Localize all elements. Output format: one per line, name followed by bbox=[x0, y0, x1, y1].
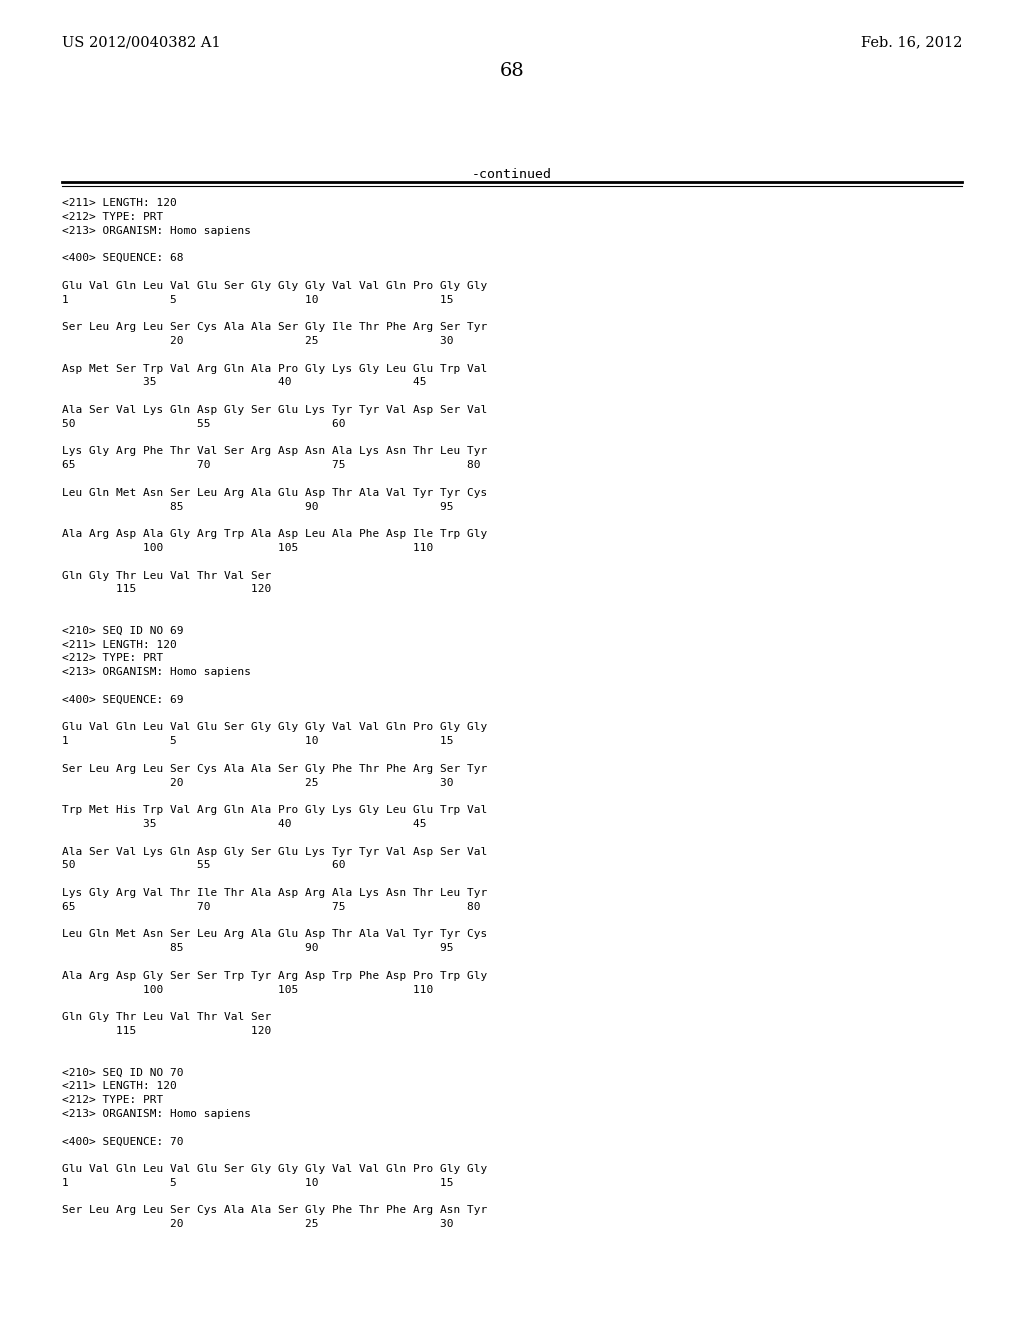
Text: Ser Leu Arg Leu Ser Cys Ala Ala Ser Gly Phe Thr Phe Arg Asn Tyr: Ser Leu Arg Leu Ser Cys Ala Ala Ser Gly … bbox=[62, 1205, 487, 1216]
Text: 1               5                   10                  15: 1 5 10 15 bbox=[62, 737, 454, 746]
Text: <210> SEQ ID NO 69: <210> SEQ ID NO 69 bbox=[62, 626, 183, 636]
Text: Glu Val Gln Leu Val Glu Ser Gly Gly Gly Val Val Gln Pro Gly Gly: Glu Val Gln Leu Val Glu Ser Gly Gly Gly … bbox=[62, 281, 487, 290]
Text: <211> LENGTH: 120: <211> LENGTH: 120 bbox=[62, 1081, 177, 1092]
Text: Lys Gly Arg Phe Thr Val Ser Arg Asp Asn Ala Lys Asn Thr Leu Tyr: Lys Gly Arg Phe Thr Val Ser Arg Asp Asn … bbox=[62, 446, 487, 457]
Text: Ser Leu Arg Leu Ser Cys Ala Ala Ser Gly Ile Thr Phe Arg Ser Tyr: Ser Leu Arg Leu Ser Cys Ala Ala Ser Gly … bbox=[62, 322, 487, 333]
Text: <211> LENGTH: 120: <211> LENGTH: 120 bbox=[62, 640, 177, 649]
Text: Gln Gly Thr Leu Val Thr Val Ser: Gln Gly Thr Leu Val Thr Val Ser bbox=[62, 570, 271, 581]
Text: 20                  25                  30: 20 25 30 bbox=[62, 1220, 454, 1229]
Text: Leu Gln Met Asn Ser Leu Arg Ala Glu Asp Thr Ala Val Tyr Tyr Cys: Leu Gln Met Asn Ser Leu Arg Ala Glu Asp … bbox=[62, 929, 487, 940]
Text: Ala Ser Val Lys Gln Asp Gly Ser Glu Lys Tyr Tyr Val Asp Ser Val: Ala Ser Val Lys Gln Asp Gly Ser Glu Lys … bbox=[62, 405, 487, 414]
Text: 35                  40                  45: 35 40 45 bbox=[62, 818, 427, 829]
Text: US 2012/0040382 A1: US 2012/0040382 A1 bbox=[62, 36, 220, 49]
Text: -continued: -continued bbox=[472, 168, 552, 181]
Text: Lys Gly Arg Val Thr Ile Thr Ala Asp Arg Ala Lys Asn Thr Leu Tyr: Lys Gly Arg Val Thr Ile Thr Ala Asp Arg … bbox=[62, 888, 487, 898]
Text: Feb. 16, 2012: Feb. 16, 2012 bbox=[860, 36, 962, 49]
Text: 115                 120: 115 120 bbox=[62, 1026, 271, 1036]
Text: <400> SEQUENCE: 69: <400> SEQUENCE: 69 bbox=[62, 694, 183, 705]
Text: 50                  55                  60: 50 55 60 bbox=[62, 861, 345, 870]
Text: 100                 105                 110: 100 105 110 bbox=[62, 985, 433, 994]
Text: 50                  55                  60: 50 55 60 bbox=[62, 418, 345, 429]
Text: Ala Ser Val Lys Gln Asp Gly Ser Glu Lys Tyr Tyr Val Asp Ser Val: Ala Ser Val Lys Gln Asp Gly Ser Glu Lys … bbox=[62, 846, 487, 857]
Text: Gln Gly Thr Leu Val Thr Val Ser: Gln Gly Thr Leu Val Thr Val Ser bbox=[62, 1012, 271, 1022]
Text: 65                  70                  75                  80: 65 70 75 80 bbox=[62, 461, 480, 470]
Text: Ser Leu Arg Leu Ser Cys Ala Ala Ser Gly Phe Thr Phe Arg Ser Tyr: Ser Leu Arg Leu Ser Cys Ala Ala Ser Gly … bbox=[62, 764, 487, 774]
Text: 1               5                   10                  15: 1 5 10 15 bbox=[62, 294, 454, 305]
Text: Glu Val Gln Leu Val Glu Ser Gly Gly Gly Val Val Gln Pro Gly Gly: Glu Val Gln Leu Val Glu Ser Gly Gly Gly … bbox=[62, 722, 487, 733]
Text: 115                 120: 115 120 bbox=[62, 585, 271, 594]
Text: Leu Gln Met Asn Ser Leu Arg Ala Glu Asp Thr Ala Val Tyr Tyr Cys: Leu Gln Met Asn Ser Leu Arg Ala Glu Asp … bbox=[62, 488, 487, 498]
Text: <212> TYPE: PRT: <212> TYPE: PRT bbox=[62, 211, 163, 222]
Text: <212> TYPE: PRT: <212> TYPE: PRT bbox=[62, 653, 163, 664]
Text: 85                  90                  95: 85 90 95 bbox=[62, 502, 454, 512]
Text: 1               5                   10                  15: 1 5 10 15 bbox=[62, 1177, 454, 1188]
Text: 20                  25                  30: 20 25 30 bbox=[62, 337, 454, 346]
Text: 68: 68 bbox=[500, 62, 524, 81]
Text: Ala Arg Asp Ala Gly Arg Trp Ala Asp Leu Ala Phe Asp Ile Trp Gly: Ala Arg Asp Ala Gly Arg Trp Ala Asp Leu … bbox=[62, 529, 487, 539]
Text: Ala Arg Asp Gly Ser Ser Trp Tyr Arg Asp Trp Phe Asp Pro Trp Gly: Ala Arg Asp Gly Ser Ser Trp Tyr Arg Asp … bbox=[62, 970, 487, 981]
Text: Trp Met His Trp Val Arg Gln Ala Pro Gly Lys Gly Leu Glu Trp Val: Trp Met His Trp Val Arg Gln Ala Pro Gly … bbox=[62, 805, 487, 816]
Text: <211> LENGTH: 120: <211> LENGTH: 120 bbox=[62, 198, 177, 209]
Text: <210> SEQ ID NO 70: <210> SEQ ID NO 70 bbox=[62, 1068, 183, 1077]
Text: Asp Met Ser Trp Val Arg Gln Ala Pro Gly Lys Gly Leu Glu Trp Val: Asp Met Ser Trp Val Arg Gln Ala Pro Gly … bbox=[62, 363, 487, 374]
Text: <400> SEQUENCE: 68: <400> SEQUENCE: 68 bbox=[62, 253, 183, 263]
Text: 35                  40                  45: 35 40 45 bbox=[62, 378, 427, 387]
Text: Glu Val Gln Leu Val Glu Ser Gly Gly Gly Val Val Gln Pro Gly Gly: Glu Val Gln Leu Val Glu Ser Gly Gly Gly … bbox=[62, 1164, 487, 1173]
Text: <400> SEQUENCE: 70: <400> SEQUENCE: 70 bbox=[62, 1137, 183, 1146]
Text: 65                  70                  75                  80: 65 70 75 80 bbox=[62, 902, 480, 912]
Text: <213> ORGANISM: Homo sapiens: <213> ORGANISM: Homo sapiens bbox=[62, 667, 251, 677]
Text: <213> ORGANISM: Homo sapiens: <213> ORGANISM: Homo sapiens bbox=[62, 1109, 251, 1119]
Text: 20                  25                  30: 20 25 30 bbox=[62, 777, 454, 788]
Text: 85                  90                  95: 85 90 95 bbox=[62, 944, 454, 953]
Text: <212> TYPE: PRT: <212> TYPE: PRT bbox=[62, 1096, 163, 1105]
Text: 100                 105                 110: 100 105 110 bbox=[62, 543, 433, 553]
Text: <213> ORGANISM: Homo sapiens: <213> ORGANISM: Homo sapiens bbox=[62, 226, 251, 235]
